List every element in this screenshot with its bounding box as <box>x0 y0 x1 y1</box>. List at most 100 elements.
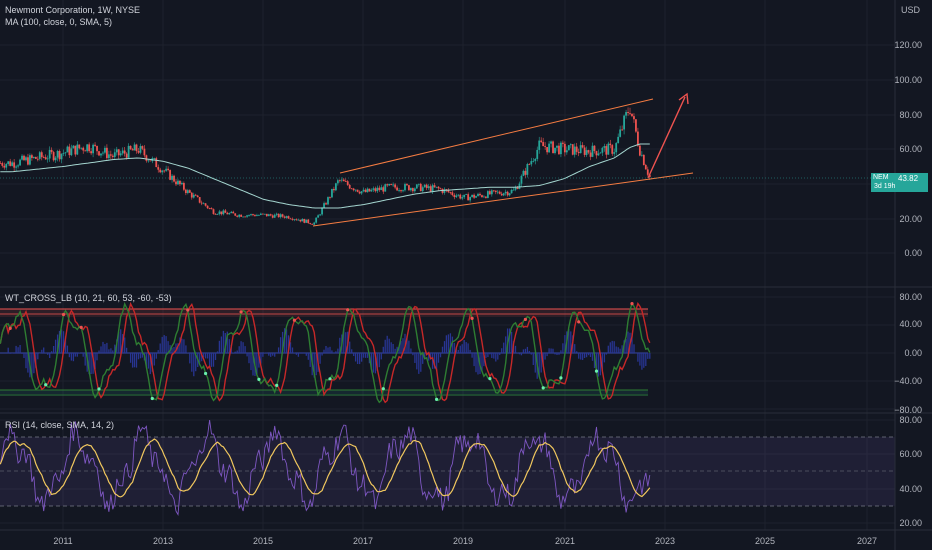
candle-body <box>644 165 647 170</box>
wt-cross-panel[interactable] <box>0 301 651 404</box>
candle-body <box>473 194 475 198</box>
candle-body <box>13 162 16 168</box>
candle-body <box>291 218 294 220</box>
overbought-zone <box>0 309 648 317</box>
candle-body <box>465 194 468 195</box>
candle-body <box>631 113 633 117</box>
candle-body <box>66 146 69 153</box>
candle-body <box>34 156 37 159</box>
candle-body <box>44 157 47 160</box>
candle-body <box>368 188 371 192</box>
candle-body <box>508 193 511 196</box>
candle-body <box>597 153 600 156</box>
rsi-y-tick: 80.00 <box>899 415 922 425</box>
candle-body <box>157 167 160 170</box>
candle-body <box>646 169 649 175</box>
candle-body <box>123 150 126 154</box>
candle-body <box>445 189 448 191</box>
candle-body <box>417 183 420 185</box>
candle-body <box>54 157 57 161</box>
candle-body <box>179 180 181 185</box>
candle-body <box>21 155 23 160</box>
candle-body <box>115 149 118 153</box>
candle-body <box>184 189 187 194</box>
wt-y-tick: 0.00 <box>904 348 922 358</box>
candle-body <box>250 214 252 216</box>
candle-body <box>475 196 477 198</box>
candle-body <box>447 190 450 193</box>
rsi-label[interactable]: RSI (14, close, SMA, 14, 2) <box>5 420 115 430</box>
candle-body <box>323 203 325 208</box>
candle-body <box>42 157 45 158</box>
wt-cross-dot <box>44 383 48 387</box>
candle-body <box>546 147 549 153</box>
wt-cross-dot <box>150 396 154 401</box>
ma-indicator-label[interactable]: MA (100, close, 0, SMA, 5) <box>5 17 113 27</box>
candle-body <box>208 208 211 209</box>
candle-body <box>173 175 175 182</box>
candle-body <box>453 195 456 198</box>
candle-body <box>486 191 489 198</box>
candle-body <box>40 152 43 158</box>
price-panel[interactable] <box>0 92 895 227</box>
candle-body <box>5 164 8 168</box>
candle-body <box>84 150 87 152</box>
candle-body <box>36 158 39 160</box>
candle-body <box>532 160 535 162</box>
candle-body <box>104 147 106 153</box>
candle-body <box>556 145 558 148</box>
candle-body <box>271 215 274 218</box>
wt-cross-dot <box>239 310 243 314</box>
candle-body <box>490 190 493 195</box>
currency-label: USD <box>901 5 921 15</box>
candle-body <box>135 144 138 152</box>
candle-body <box>633 116 635 120</box>
candle-body <box>0 163 2 164</box>
candle-body <box>459 194 462 199</box>
candle-body <box>544 146 547 148</box>
candle-body <box>366 188 369 193</box>
candle-body <box>96 145 98 152</box>
candle-body <box>19 159 21 166</box>
candle-body <box>143 148 146 156</box>
candle-body <box>496 191 499 193</box>
candle-body <box>62 153 65 154</box>
wt-cross-dot <box>630 302 634 306</box>
candle-body <box>25 157 27 161</box>
candle-body <box>408 185 410 191</box>
candle-body <box>1 163 4 166</box>
candle-body <box>419 183 422 192</box>
candle-body <box>617 136 620 144</box>
ticker-badge: NEM <box>873 174 893 182</box>
candle-body <box>494 190 497 193</box>
wt-cross-dot <box>594 369 599 373</box>
candle-body <box>485 196 487 198</box>
wt-cross-label[interactable]: WT_CROSS_LB (10, 21, 60, 53, -60, -53) <box>5 293 172 303</box>
rsi-panel[interactable] <box>0 419 895 516</box>
rsi-line <box>0 419 651 516</box>
candle-body <box>210 208 213 210</box>
candle-body <box>648 174 651 178</box>
candle-body <box>273 214 276 218</box>
candle-body <box>58 150 61 160</box>
candle-body <box>297 219 300 221</box>
candle-body <box>190 192 193 198</box>
candle-body <box>534 158 537 161</box>
candle-body <box>29 155 31 165</box>
price-y-tick: 120.00 <box>894 40 922 50</box>
candle-body <box>86 144 89 152</box>
candle-body <box>232 211 235 214</box>
candle-body <box>376 187 379 192</box>
candle-body <box>392 184 395 186</box>
wt-cross-dot <box>8 326 12 330</box>
wt-cross-dot <box>257 377 261 381</box>
candle-body <box>82 147 85 151</box>
candle-body <box>435 186 438 188</box>
symbol-title[interactable]: Newmont Corporation, 1W, NYSE <box>5 5 141 15</box>
candle-body <box>242 216 245 218</box>
wt-cross-dot <box>292 318 296 322</box>
rsi-y-tick: 40.00 <box>899 484 922 494</box>
price-y-tick: 0.00 <box>904 248 922 258</box>
